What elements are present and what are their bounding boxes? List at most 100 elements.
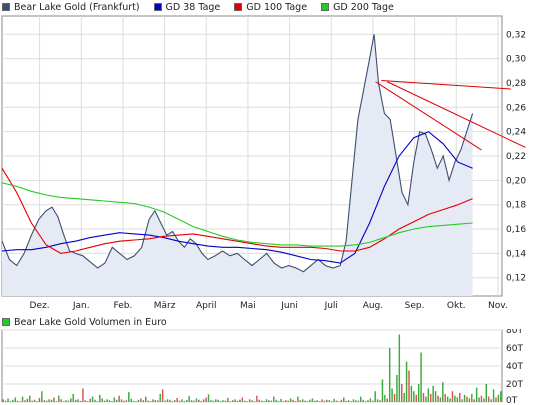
- volume-bar: [154, 400, 157, 402]
- volume-bar: [190, 400, 193, 402]
- volume-bar: [471, 393, 473, 402]
- legend-swatch-gd38: [153, 3, 162, 11]
- volume-bar: [393, 393, 396, 402]
- volume-bar: [355, 400, 357, 402]
- volume-bar: [260, 400, 263, 402]
- volume-bar: [45, 400, 48, 402]
- series-line-2: [1, 167, 473, 254]
- volume-bar: [164, 400, 166, 402]
- volume-bar: [497, 394, 500, 402]
- volume-bar: [244, 400, 246, 402]
- volume-bar: [231, 400, 234, 402]
- price-y-tick-label: 0,24: [506, 128, 526, 138]
- volume-bar: [152, 399, 154, 402]
- volume-bar: [413, 391, 415, 402]
- volume-bar: [357, 400, 360, 402]
- volume-bar: [217, 399, 219, 402]
- volume-bar: [367, 400, 369, 402]
- price-y-tick-label: 0,14: [506, 249, 526, 259]
- legend-item-price: Bear Lake Gold (Frankfurt): [2, 2, 140, 13]
- legend-swatch-gd200: [321, 3, 330, 11]
- volume-bar: [490, 399, 492, 402]
- volume-bar: [318, 401, 321, 402]
- volume-bar: [101, 398, 103, 402]
- volume-bar: [265, 399, 268, 402]
- volume-bar: [251, 400, 253, 402]
- volume-bar: [343, 397, 345, 402]
- volume-bar: [106, 399, 108, 402]
- volume-bar: [483, 398, 485, 402]
- volume-bar: [275, 399, 277, 402]
- volume-bar: [258, 399, 260, 402]
- volume-bar: [166, 399, 169, 402]
- volume-y-tick-label: 20T: [506, 380, 523, 390]
- volume-bar: [67, 400, 70, 402]
- volume-bar: [82, 388, 84, 402]
- volume-bar: [323, 400, 326, 402]
- volume-bar: [456, 397, 459, 402]
- legend-label-volume: Bear Lake Gold Volumen in Euro: [14, 316, 167, 328]
- volume-bar: [178, 400, 181, 402]
- series-line-0: [1, 34, 474, 273]
- volume-bar: [405, 361, 408, 402]
- volume-bar: [444, 393, 446, 402]
- volume-bar: [335, 400, 338, 402]
- volume-bar: [451, 391, 454, 402]
- volume-bar: [53, 397, 55, 402]
- volume-bar: [84, 400, 87, 402]
- volume-bar: [439, 397, 442, 402]
- volume-bar: [120, 399, 123, 402]
- volume-bar: [193, 400, 195, 402]
- volume-bar: [29, 395, 31, 402]
- volume-bar: [454, 395, 456, 402]
- volume-bar: [7, 398, 9, 402]
- volume-bar: [326, 399, 328, 402]
- price-y-tick-label: 0,18: [506, 201, 526, 211]
- volume-bar: [376, 399, 379, 402]
- volume-bar: [91, 396, 94, 402]
- price-x-tick-label: März: [154, 301, 176, 311]
- price-x-tick-label: Sep.: [405, 301, 425, 311]
- volume-bar: [19, 401, 21, 402]
- volume-bar: [417, 384, 420, 402]
- volume-bar: [171, 401, 174, 402]
- volume-bar: [468, 398, 471, 402]
- volume-bar: [294, 401, 297, 402]
- price-x-tick-label: Dez.: [30, 301, 50, 311]
- volume-bar: [333, 398, 335, 402]
- legend-item-gd200: GD 200 Tage: [321, 2, 394, 13]
- volume-bar: [123, 400, 125, 402]
- volume-bar: [128, 392, 130, 402]
- volume-bar: [111, 401, 113, 402]
- volume-bar: [410, 385, 413, 402]
- volume-bar: [198, 399, 200, 402]
- volume-bar: [89, 398, 91, 402]
- volume-bar: [297, 396, 299, 402]
- volume-bar: [461, 399, 463, 402]
- volume-chart: 0T 20T 40T 60T 80T: [1, 329, 523, 405]
- volume-bar: [282, 401, 285, 402]
- volume-bar: [340, 399, 343, 402]
- price-series-group: [1, 34, 526, 297]
- volume-bar: [108, 400, 111, 402]
- legend-item-gd100: GD 100 Tage: [234, 2, 307, 13]
- volume-bar: [256, 395, 258, 402]
- volume-bar: [480, 395, 483, 402]
- price-y-tick-label: 0,26: [506, 103, 526, 113]
- price-x-tick-label: Okt.: [447, 301, 466, 311]
- volume-bar: [145, 396, 147, 402]
- volume-bar: [401, 384, 403, 402]
- volume-bar: [113, 397, 116, 402]
- volume-bar: [420, 352, 422, 402]
- volume-bar: [330, 401, 333, 402]
- volume-bar: [200, 400, 202, 402]
- volume-bar: [65, 400, 67, 402]
- price-y-tick-label: 0,32: [506, 30, 526, 40]
- volume-bar: [12, 399, 14, 402]
- volume-bar: [16, 400, 19, 402]
- price-x-tick-label: Juni: [280, 301, 298, 311]
- volume-bar: [359, 396, 362, 402]
- volume-bar: [169, 399, 171, 402]
- volume-bar: [362, 399, 364, 402]
- volume-bar: [125, 400, 128, 402]
